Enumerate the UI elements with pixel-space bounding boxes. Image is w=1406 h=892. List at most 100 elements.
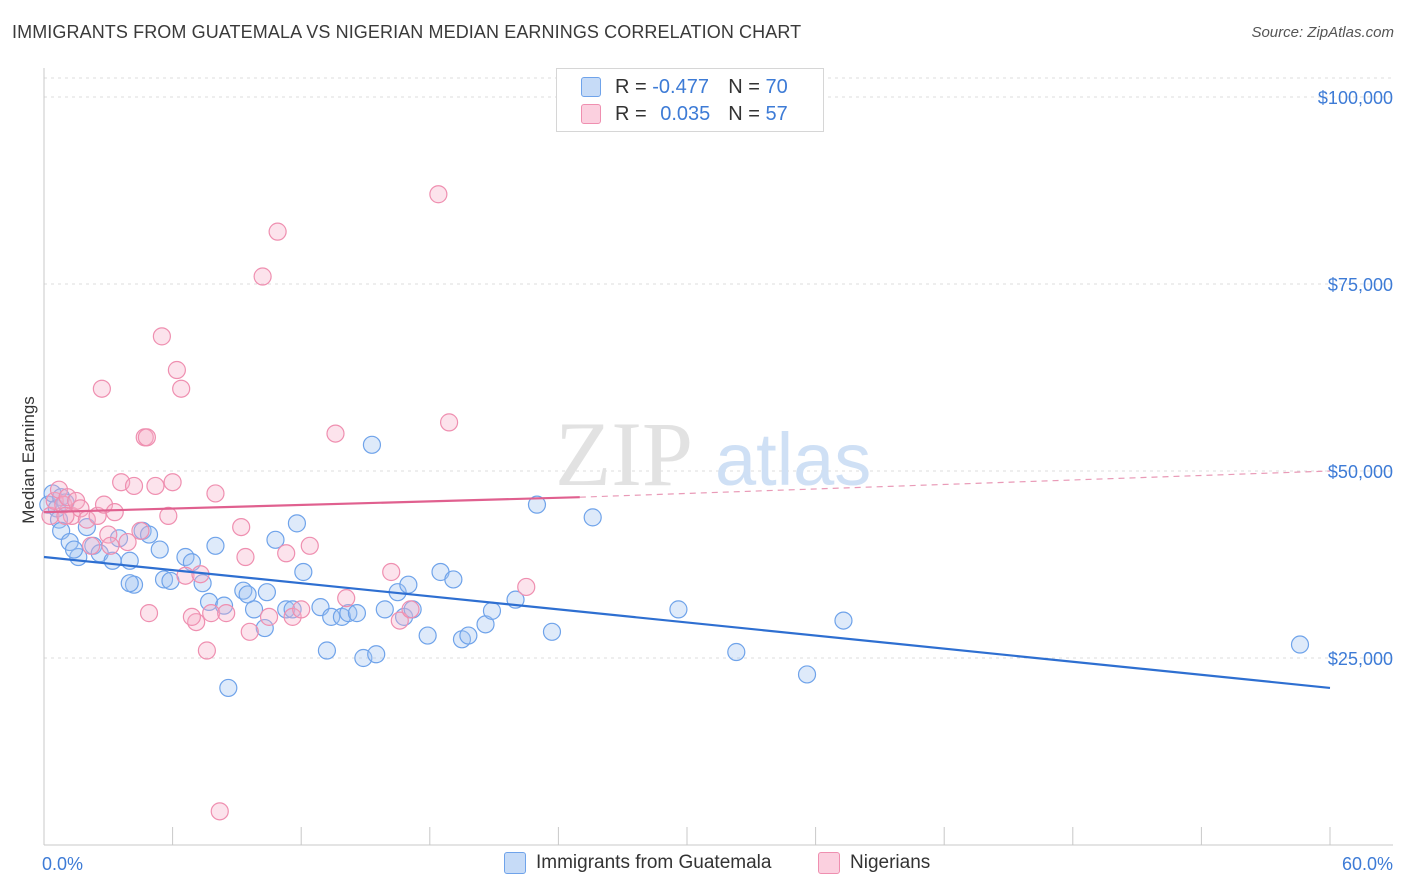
point-nigerians [259, 607, 279, 626]
legend-r-label: R = [615, 102, 647, 125]
point-nigerians [217, 604, 236, 623]
x-tick-label-end: 60.0% [1342, 854, 1393, 874]
point-guatemala [287, 514, 307, 533]
point-nigerians [240, 622, 259, 641]
point-guatemala [154, 570, 174, 589]
point-nigerians [172, 379, 191, 398]
point-guatemala [266, 530, 285, 549]
bottom-legend-guatemala: Immigrants from Guatemala [504, 852, 771, 874]
legend-n-label: N = [728, 102, 760, 125]
point-guatemala [797, 665, 817, 684]
point-nigerians [197, 641, 216, 660]
point-nigerians [182, 607, 201, 626]
point-guatemala [238, 585, 257, 604]
point-nigerians [390, 611, 409, 630]
point-guatemala [120, 574, 139, 593]
data-points [39, 185, 1310, 821]
legend-row-guatemala: R = -0.477 N = 70 [557, 73, 788, 101]
point-guatemala [482, 601, 502, 620]
point-guatemala [367, 645, 386, 664]
point-guatemala [418, 626, 437, 645]
y-tick-label: $25,000 [1328, 649, 1393, 669]
point-guatemala [255, 618, 274, 638]
point-guatemala [362, 435, 382, 454]
point-nigerians [146, 476, 165, 496]
point-nigerians [56, 506, 75, 525]
legend-r-label: R = [615, 75, 647, 98]
point-guatemala [322, 607, 341, 626]
point-nigerians [337, 589, 356, 608]
tick-labels: $25,000 $50,000 $75,000 $100,000 0.0% 60.0% [42, 88, 1393, 874]
point-guatemala [199, 592, 219, 612]
point-nigerians [326, 424, 345, 443]
source-credit: Source: ZipAtlas.com [1251, 24, 1394, 41]
point-nigerians [159, 506, 178, 525]
point-guatemala [583, 508, 602, 527]
point-nigerians [131, 521, 150, 540]
legend-n-value-nigerians: 57 [765, 102, 788, 125]
point-nigerians [167, 360, 186, 380]
bottom-legend-nigerians: Nigerians [818, 852, 930, 874]
point-nigerians [300, 536, 319, 555]
point-nigerians [292, 600, 311, 619]
point-nigerians [99, 525, 118, 544]
point-nigerians [82, 536, 101, 555]
point-nigerians [163, 473, 182, 492]
point-guatemala [444, 570, 463, 589]
trend-lines [43, 470, 1331, 690]
point-nigerians [382, 562, 401, 582]
point-guatemala [459, 626, 478, 645]
point-guatemala [257, 583, 277, 602]
point-guatemala [103, 551, 122, 570]
correlation-legend: R = -0.477 N = 70 R = 0.035 N = 57 [556, 68, 824, 132]
y-tick-label: $50,000 [1328, 462, 1393, 482]
legend-row-nigerians: R = 0.035 N = 57 [557, 100, 788, 128]
point-nigerians [152, 327, 171, 346]
point-guatemala [219, 678, 238, 698]
point-guatemala [317, 641, 337, 660]
point-guatemala [527, 495, 547, 514]
y-tick-label: $100,000 [1318, 88, 1393, 108]
point-nigerians [439, 413, 459, 432]
bottom-legend-label-nigerians: Nigerians [850, 852, 931, 873]
trend-line-nigerians [43, 496, 580, 514]
point-nigerians [517, 577, 536, 597]
point-nigerians [253, 267, 272, 286]
point-nigerians [124, 476, 144, 496]
gridlines [44, 77, 1393, 659]
legend-r-value-guatemala: -0.477 [652, 75, 709, 98]
point-nigerians [71, 499, 90, 518]
axes [43, 68, 1393, 846]
point-guatemala [669, 600, 688, 619]
watermark-zip: ZIP [555, 403, 693, 505]
point-guatemala [294, 562, 313, 582]
legend-r-value-nigerians: 0.035 [660, 102, 711, 125]
watermark: ZIP atlas [555, 403, 871, 505]
bottom-legend-swatch-guatemala [504, 852, 526, 874]
point-nigerians [105, 503, 124, 522]
point-guatemala [727, 642, 746, 662]
point-guatemala [77, 517, 96, 537]
trend-line-guatemala [43, 555, 1331, 690]
point-nigerians [92, 379, 111, 398]
bottom-legend-swatch-nigerians [818, 852, 840, 874]
point-nigerians [118, 532, 137, 552]
point-nigerians [236, 547, 255, 567]
y-axis-label: Median Earnings [19, 396, 38, 524]
watermark-atlas: atlas [715, 418, 871, 501]
legend-swatch-guatemala [581, 77, 601, 97]
point-nigerians [401, 600, 420, 619]
point-nigerians [101, 536, 120, 555]
legend-n-label: N = [728, 75, 760, 98]
point-guatemala [834, 611, 853, 630]
point-nigerians [94, 495, 114, 514]
point-guatemala [375, 600, 394, 619]
point-nigerians [202, 604, 221, 623]
bottom-legend-label-guatemala: Immigrants from Guatemala [536, 852, 772, 873]
point-guatemala [64, 540, 84, 559]
legend-swatch-nigerians [581, 104, 601, 124]
point-nigerians [137, 428, 156, 447]
trend-line-nigerians-extension [579, 470, 1331, 498]
point-guatemala [277, 600, 296, 619]
